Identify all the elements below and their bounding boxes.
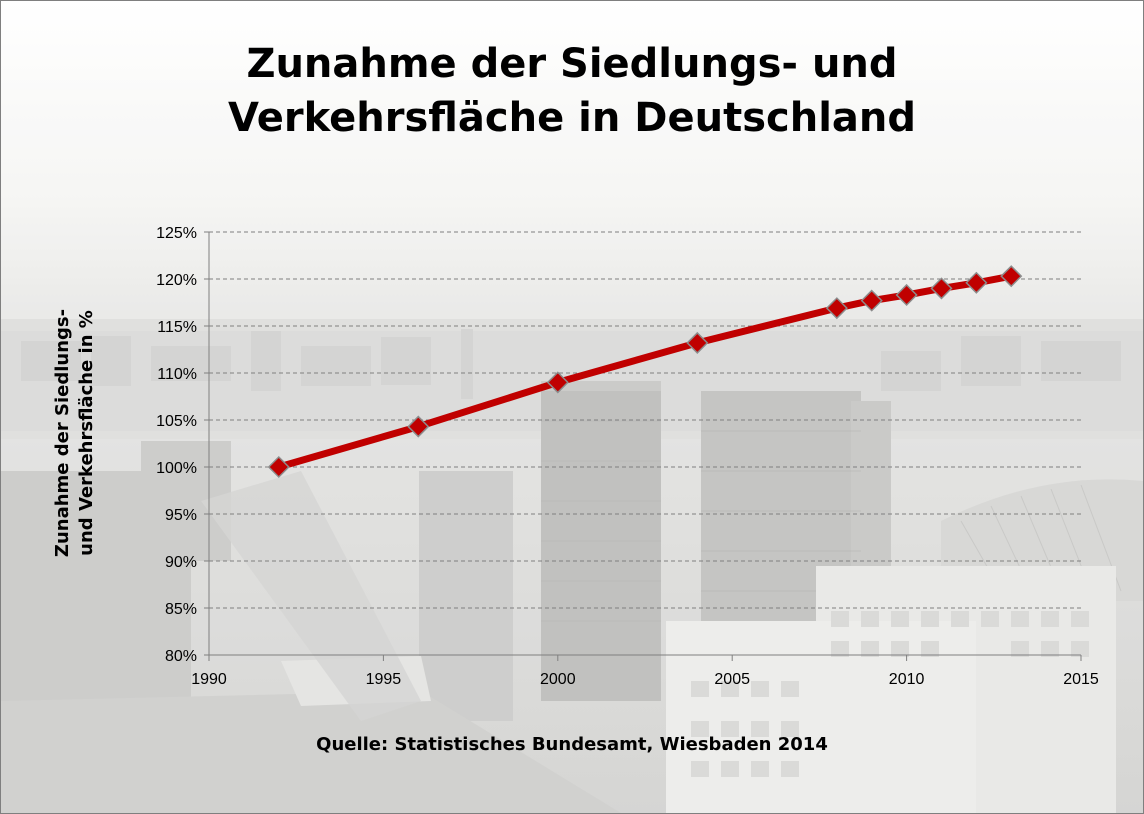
y-tick-label-105: 105% (156, 413, 197, 430)
y-tick-label-85: 85% (165, 601, 197, 618)
data-point-1992 (267, 455, 290, 479)
data-point-2000 (546, 371, 569, 394)
data-point-2012 (965, 271, 988, 294)
y-tick-label-95: 95% (165, 507, 197, 524)
data-point-2010 (895, 283, 918, 307)
source-note: Quelle: Statistisches Bundesamt, Wiesbad… (316, 734, 828, 755)
x-tick-label-2005: 2005 (714, 671, 750, 688)
x-tick-label-2000: 2000 (540, 671, 576, 688)
data-point-2008 (825, 297, 848, 320)
y-tick-label-110: 110% (157, 366, 197, 383)
data-point-2009 (860, 289, 883, 312)
y-axis-tick-labels: 80% 85% 90% 95% 100% 105% 110% 115% 120% 125% (156, 225, 197, 665)
chart-title-line-1: Zunahme der Siedlungs- und (246, 41, 898, 87)
series-line-0 (275, 272, 1015, 471)
y-tick-label-90: 90% (165, 554, 197, 571)
data-series (275, 272, 1015, 471)
chart-title: Zunahme der Siedlungs- und Verkehrsfläch… (1, 37, 1143, 145)
y-tick-label-80: 80% (165, 648, 197, 665)
data-point-2011 (930, 277, 953, 300)
gridlines (209, 231, 1081, 609)
y-tick-label-115: 115% (157, 319, 197, 336)
data-point-2013 (1000, 265, 1023, 288)
data-point-1996 (407, 415, 430, 438)
data-markers (267, 265, 1023, 479)
chart-title-line-2: Verkehrsfläche in Deutschland (227, 95, 917, 141)
x-axis-tick-labels: 1990 1995 2000 2005 2010 2015 (191, 671, 1099, 688)
x-tick-label-2010: 2010 (889, 671, 925, 688)
axes (204, 231, 1082, 661)
y-tick-label-125: 125% (156, 225, 197, 242)
y-axis-label-line-1: Zunahme der Siedlungs- (52, 308, 73, 558)
y-axis-label-line-2: und Verkehrsfläche in % (76, 310, 97, 556)
y-tick-label-120: 120% (156, 272, 197, 289)
x-tick-label-2015: 2015 (1063, 671, 1099, 688)
y-tick-label-100: 100% (156, 460, 197, 477)
data-point-2004 (686, 331, 709, 354)
y-axis-label: Zunahme der Siedlungs- und Verkehrsfläch… (51, 253, 99, 613)
x-tick-label-1990: 1990 (191, 671, 227, 688)
x-tick-label-1995: 1995 (366, 671, 402, 688)
